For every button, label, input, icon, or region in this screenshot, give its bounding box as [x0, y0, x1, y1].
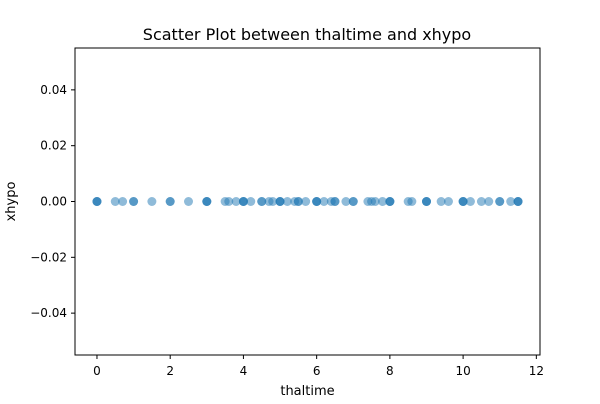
data-point [370, 197, 380, 206]
data-point [129, 197, 139, 206]
data-point [231, 197, 241, 206]
data-point [301, 197, 311, 206]
data-point [385, 197, 395, 206]
data-point [110, 197, 120, 206]
y-axis-label: xhypo [4, 182, 19, 222]
data-point [513, 197, 523, 206]
data-point [202, 197, 212, 206]
data-point [147, 197, 157, 206]
data-point [458, 197, 468, 206]
data-point [238, 197, 248, 206]
data-point [282, 197, 292, 206]
chart-title: Scatter Plot between thaltime and xhypo [143, 25, 471, 44]
data-point [275, 197, 285, 206]
data-point [312, 197, 322, 206]
data-point [407, 197, 417, 206]
data-point [476, 197, 486, 206]
data-point [165, 197, 175, 206]
data-point [348, 197, 358, 206]
x-tick-label: 4 [240, 364, 248, 378]
data-point [268, 197, 278, 206]
data-point [421, 197, 431, 206]
data-point [293, 197, 303, 206]
y-axis-ticks: −0.04 −0.02 0.00 0.02 0.04 [30, 83, 75, 320]
x-tick-label: 12 [529, 364, 544, 378]
data-point [257, 197, 267, 206]
y-tick-label: 0.00 [40, 195, 67, 209]
y-tick-label: −0.02 [30, 250, 67, 264]
y-tick-label: 0.02 [40, 139, 67, 153]
data-point [506, 197, 516, 206]
data-point [118, 197, 128, 206]
data-point [378, 197, 388, 206]
data-point [436, 197, 446, 206]
x-tick-label: 8 [386, 364, 394, 378]
points-layer [92, 197, 523, 206]
data-point [246, 197, 256, 206]
x-tick-label: 2 [166, 364, 174, 378]
data-point [484, 197, 494, 206]
data-point [341, 197, 351, 206]
data-point [443, 197, 453, 206]
y-tick-label: −0.04 [30, 306, 67, 320]
x-tick-label: 6 [313, 364, 321, 378]
x-axis-label: thaltime [280, 384, 334, 399]
data-point [319, 197, 329, 206]
y-tick-label: 0.04 [40, 83, 67, 97]
data-point [465, 197, 475, 206]
x-tick-label: 10 [455, 364, 470, 378]
data-point [184, 197, 194, 206]
data-point [330, 197, 340, 206]
data-point [495, 197, 505, 206]
x-axis-ticks: 0 2 4 6 8 10 12 [93, 355, 544, 378]
data-point [92, 197, 102, 206]
data-point [224, 197, 234, 206]
x-tick-label: 0 [93, 364, 101, 378]
